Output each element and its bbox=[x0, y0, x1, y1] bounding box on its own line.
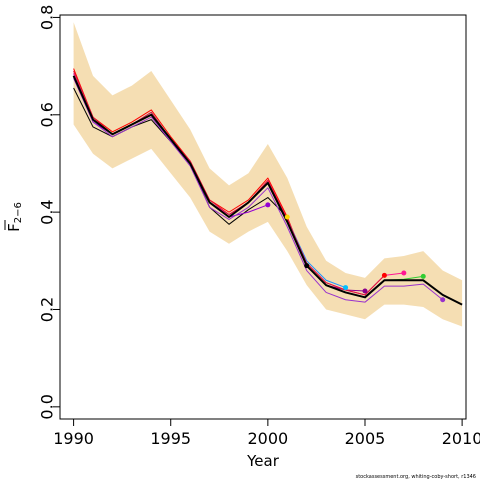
x-tick-label: 2010 bbox=[442, 429, 480, 448]
y-tick-label: 0.8 bbox=[38, 5, 57, 30]
retro-series-endpoint-4 bbox=[343, 285, 349, 291]
series-layer bbox=[72, 68, 463, 306]
retro-series-endpoint-8 bbox=[420, 273, 426, 279]
credit-text: stockassessment.org, whiting-coby-short,… bbox=[356, 474, 476, 480]
y-axis-title-subscript: 2−6 bbox=[13, 202, 24, 223]
retro-series-endpoint-9 bbox=[440, 297, 446, 303]
x-tick-label: 1995 bbox=[150, 429, 191, 448]
x-axis: 1990 1995 2000 2005 2010 bbox=[53, 418, 480, 448]
y-tick-label: 0.2 bbox=[38, 297, 57, 322]
endpoint-layer bbox=[265, 202, 446, 303]
x-axis-title: Year bbox=[246, 452, 280, 470]
main-series-line bbox=[72, 75, 463, 306]
retro-series-endpoint-6 bbox=[401, 270, 407, 276]
y-tick-label: 0.4 bbox=[38, 199, 57, 224]
retro-series-endpoint-7 bbox=[381, 272, 387, 278]
confidence-band bbox=[73, 22, 463, 327]
retro-series-endpoint-1 bbox=[284, 214, 290, 220]
y-axis-title: F2−6 bbox=[4, 202, 24, 232]
x-tick-label: 2000 bbox=[247, 429, 288, 448]
retro-series-endpoint-2 bbox=[265, 202, 271, 208]
retro-series-line-9 bbox=[73, 78, 444, 303]
y-axis-title-text: F2−6 bbox=[5, 202, 24, 232]
y-axis-title-main: F bbox=[5, 223, 23, 232]
retro-series-endpoint-5 bbox=[362, 288, 368, 294]
y-axis: 0.0 0.2 0.4 0.6 0.8 bbox=[38, 5, 61, 420]
y-tick-label: 0.0 bbox=[38, 394, 57, 419]
retro-series-endpoint-3 bbox=[304, 263, 310, 269]
confidence-band-layer bbox=[73, 22, 463, 327]
x-tick-label: 1990 bbox=[53, 429, 94, 448]
y-tick-label: 0.6 bbox=[38, 102, 57, 127]
x-tick-label: 2005 bbox=[345, 429, 386, 448]
